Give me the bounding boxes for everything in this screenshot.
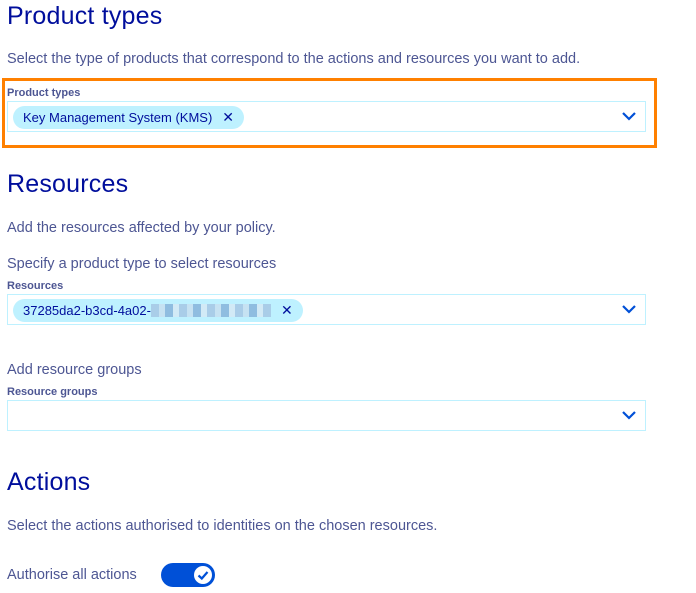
resources-description: Add the resources affected by your polic… — [7, 220, 276, 236]
product-types-title: Product types — [7, 2, 163, 30]
close-icon[interactable]: ✕ — [222, 109, 235, 125]
redacted-id — [150, 304, 271, 317]
product-types-label: Product types — [7, 87, 81, 99]
resource-chip: 37285da2-b3cd-4a02- ✕ — [13, 299, 303, 322]
resource-groups-label: Resource groups — [7, 386, 98, 398]
chevron-down-icon[interactable] — [621, 409, 637, 421]
close-icon[interactable]: ✕ — [280, 302, 293, 318]
product-type-chip: Key Management System (KMS) ✕ — [13, 106, 245, 129]
authorise-all-toggle[interactable] — [161, 563, 215, 587]
product-types-description: Select the type of products that corresp… — [7, 51, 581, 67]
resources-title: Resources — [7, 170, 129, 198]
resources-select[interactable]: 37285da2-b3cd-4a02- ✕ — [7, 294, 646, 325]
actions-description: Select the actions authorised to identit… — [7, 518, 438, 534]
check-icon — [197, 571, 209, 581]
resource-groups-hint: Add resource groups — [7, 362, 142, 378]
authorise-all-label: Authorise all actions — [7, 567, 137, 583]
chevron-down-icon[interactable] — [621, 303, 637, 315]
actions-title: Actions — [7, 468, 91, 496]
highlight-box — [2, 78, 657, 148]
resources-hint: Specify a product type to select resourc… — [7, 256, 277, 272]
resources-label: Resources — [7, 280, 64, 292]
product-types-select[interactable]: Key Management System (KMS) ✕ — [7, 101, 646, 132]
resource-groups-select[interactable] — [7, 400, 646, 431]
chevron-down-icon[interactable] — [621, 110, 637, 122]
